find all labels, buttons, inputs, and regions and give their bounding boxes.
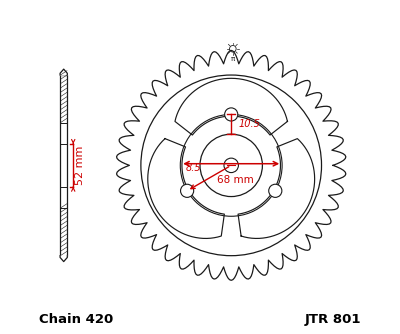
Polygon shape (116, 50, 346, 280)
Circle shape (224, 158, 238, 173)
Bar (60, 75, 67, 256)
Circle shape (269, 184, 282, 197)
Text: JTR 801: JTR 801 (304, 313, 361, 326)
Polygon shape (175, 78, 288, 135)
Text: 10.5: 10.5 (238, 119, 260, 129)
Polygon shape (148, 139, 224, 238)
Polygon shape (60, 256, 67, 262)
Text: π: π (231, 56, 235, 62)
Text: 52 mm: 52 mm (75, 146, 85, 185)
Circle shape (141, 75, 322, 256)
Circle shape (180, 184, 194, 197)
Text: Chain 420: Chain 420 (39, 313, 113, 326)
Text: 8.5: 8.5 (185, 163, 201, 173)
Circle shape (225, 108, 238, 121)
Text: 68 mm: 68 mm (217, 175, 254, 185)
Polygon shape (238, 139, 315, 238)
Circle shape (200, 134, 262, 197)
Polygon shape (60, 69, 67, 75)
